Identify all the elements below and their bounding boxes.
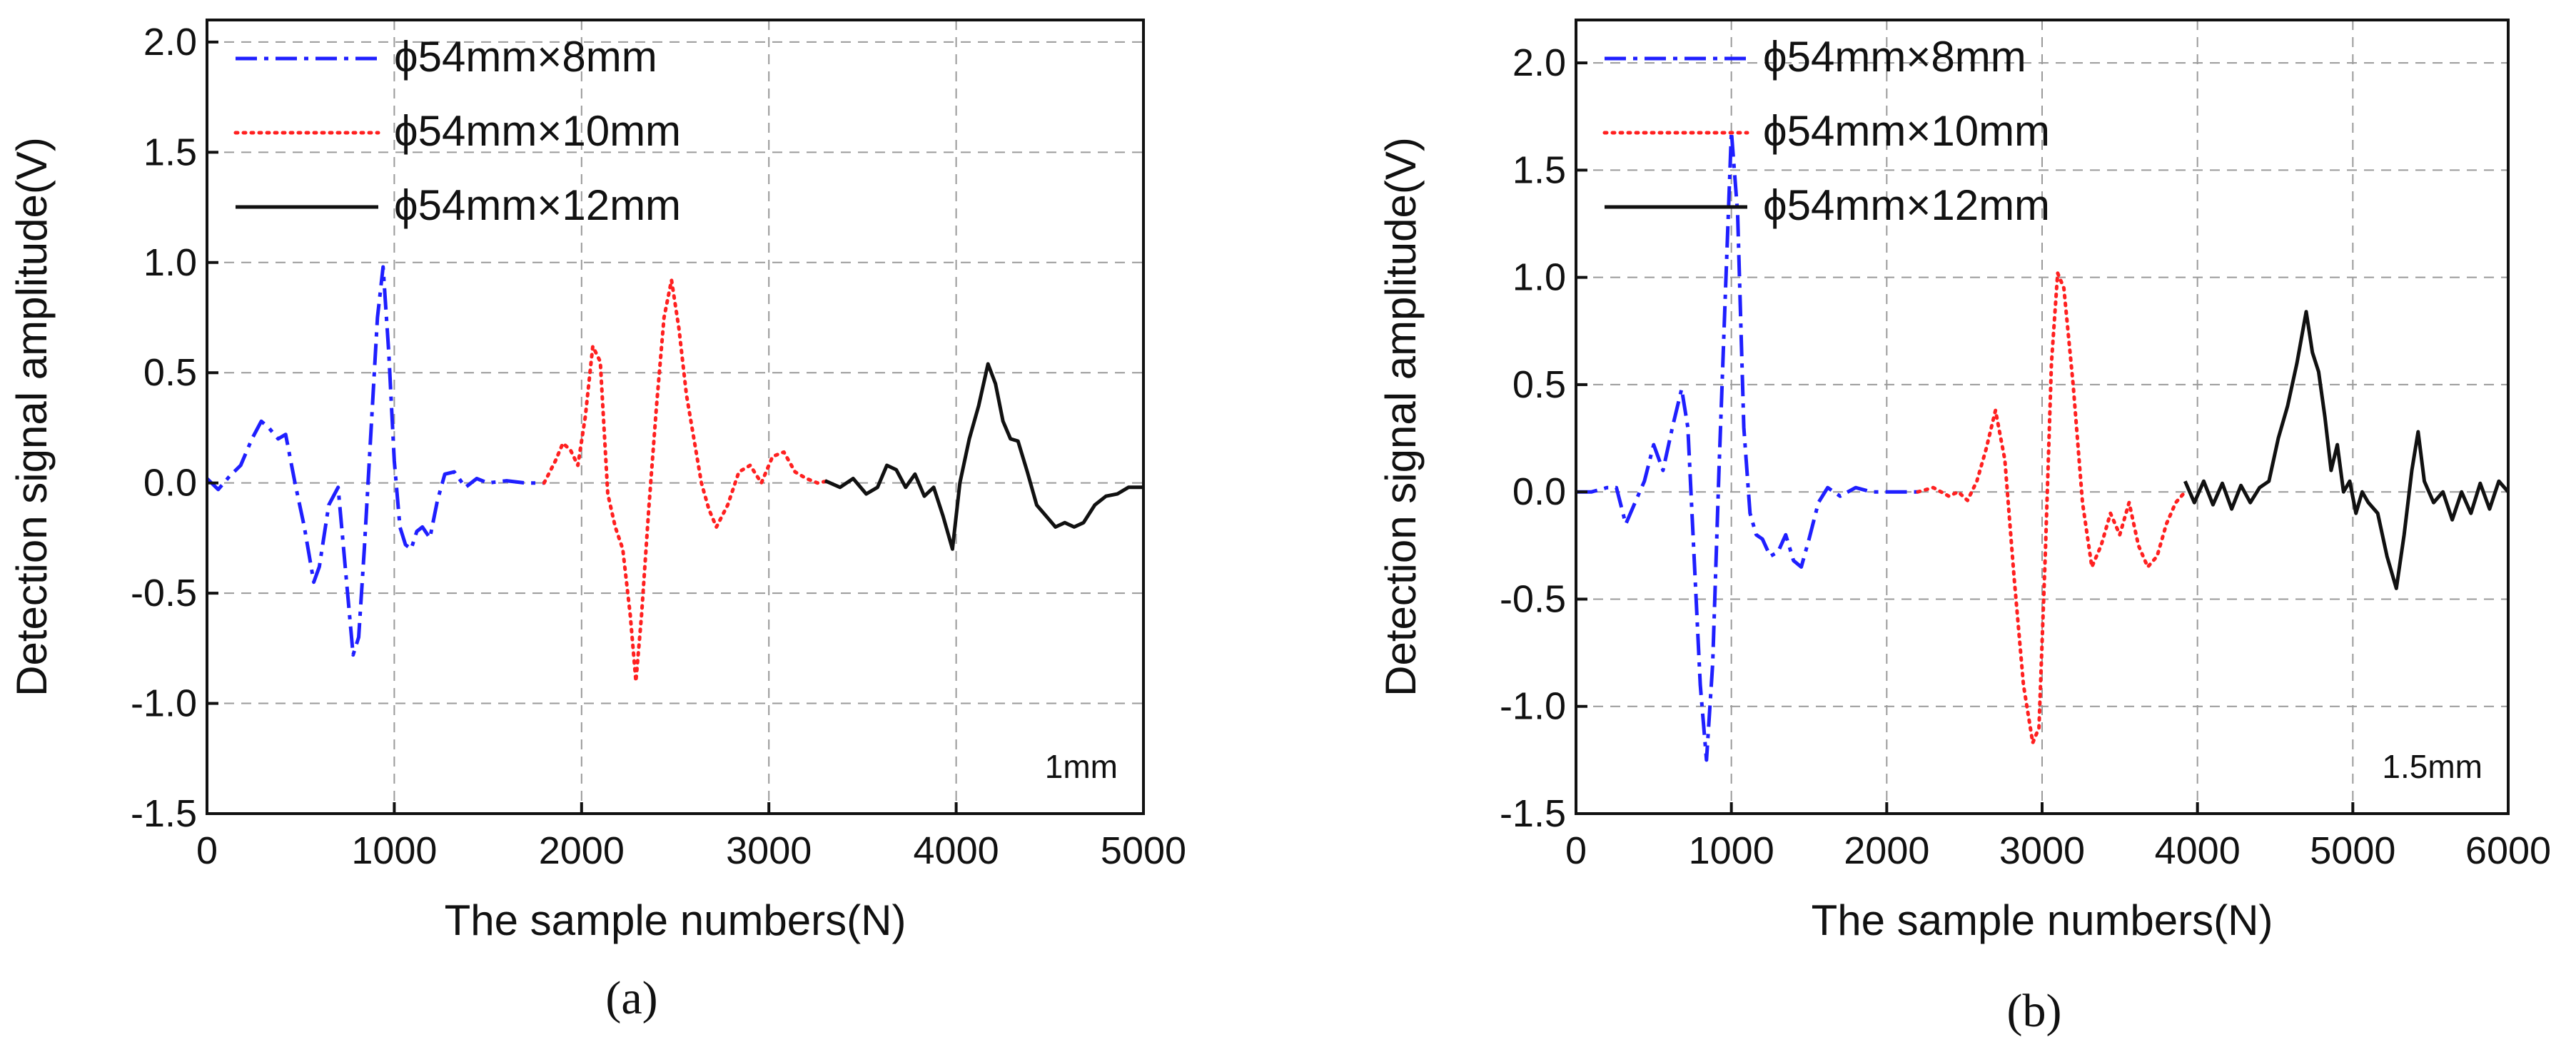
x-tick-label: 0	[196, 829, 218, 872]
x-axis-label: The sample numbers(N)	[445, 896, 906, 944]
y-tick-label: 1.5	[1512, 148, 1566, 191]
x-tick-label: 5000	[2310, 829, 2395, 872]
y-axis-label: Detection signal amplitude(V)	[1377, 137, 1425, 697]
y-tick-label: 2.0	[143, 21, 197, 64]
x-tick-label: 4000	[914, 829, 999, 872]
legend-label-2: ϕ54mm×10mm	[394, 107, 681, 155]
legend-label-1: ϕ54mm×8mm	[1763, 33, 2026, 81]
y-tick-label: 0.0	[143, 462, 197, 505]
y-tick-label: 2.0	[1512, 41, 1566, 84]
panel-caption: (a)	[605, 972, 657, 1024]
y-tick-label: 0.5	[143, 351, 197, 394]
y-tick-label: 1.0	[1512, 256, 1566, 299]
x-tick-label: 0	[1565, 829, 1587, 872]
y-tick-label: -1.5	[1500, 792, 1566, 835]
y-tick-label: -0.5	[131, 572, 197, 615]
x-tick-label: 4000	[2155, 829, 2241, 872]
x-tick-label: 1000	[351, 829, 437, 872]
axes-ticks: 0 1000 2000 3000 4000 5000 -1.5 -1.0 -0.5 0.0 0.5 1…	[131, 21, 1186, 872]
series-line-1	[207, 265, 545, 657]
y-tick-label: 1.0	[143, 241, 197, 284]
series-line-3	[824, 362, 1143, 551]
chart-panel-b: 0 1000 2000 3000 4000 5000 6000 -1.5 -1.0 -0.5 0.0…	[1377, 19, 2551, 1037]
legend: ϕ54mm×8mm ϕ54mm×10mm ϕ54mm×12mm	[1602, 33, 2050, 229]
y-tick-label: 0.0	[1512, 470, 1566, 513]
y-tick-label: -1.5	[131, 792, 197, 835]
y-tick-label: -1.0	[131, 682, 197, 725]
x-tick-label: 5000	[1101, 829, 1186, 872]
x-tick-label: 2000	[1844, 829, 1929, 872]
legend: ϕ54mm×8mm ϕ54mm×10mm ϕ54mm×12mm	[233, 33, 681, 229]
x-tick-label: 2000	[539, 829, 625, 872]
y-tick-label: -0.5	[1500, 577, 1566, 620]
thickness-annotation: 1.5mm	[2382, 748, 2482, 785]
series-line-2	[1916, 271, 2187, 745]
series-line-3	[2183, 310, 2508, 590]
x-axis-label: The sample numbers(N)	[1812, 896, 2273, 944]
y-tick-label: 1.5	[143, 131, 197, 173]
y-tick-label: 0.5	[1512, 363, 1566, 406]
plot-frame	[206, 19, 1145, 815]
x-tick-label: 3000	[1999, 829, 2085, 872]
series-line-1	[1576, 129, 1918, 762]
panel-caption: (b)	[2007, 985, 2062, 1037]
series-layer	[207, 265, 1143, 684]
x-tick-label: 1000	[1689, 829, 1774, 872]
y-axis-label: Detection signal amplitude(V)	[8, 137, 56, 697]
legend-label-3: ϕ54mm×12mm	[394, 181, 681, 229]
axes-ticks: 0 1000 2000 3000 4000 5000 6000 -1.5 -1.0 -0.5 0.0…	[1500, 41, 2551, 872]
legend-label-3: ϕ54mm×12mm	[1763, 181, 2050, 229]
legend-label-2: ϕ54mm×10mm	[1763, 107, 2050, 155]
x-tick-label: 6000	[2465, 829, 2551, 872]
x-tick-label: 3000	[726, 829, 812, 872]
thickness-annotation: 1mm	[1045, 748, 1118, 785]
chart-panel-a: 0 1000 2000 3000 4000 5000 -1.5 -1.0 -0.5 0.0 0.5 1…	[8, 19, 1186, 1024]
series-layer	[1576, 129, 2508, 762]
y-tick-label: -1.0	[1500, 685, 1566, 728]
series-line-2	[542, 278, 831, 684]
legend-label-1: ϕ54mm×8mm	[394, 33, 657, 81]
